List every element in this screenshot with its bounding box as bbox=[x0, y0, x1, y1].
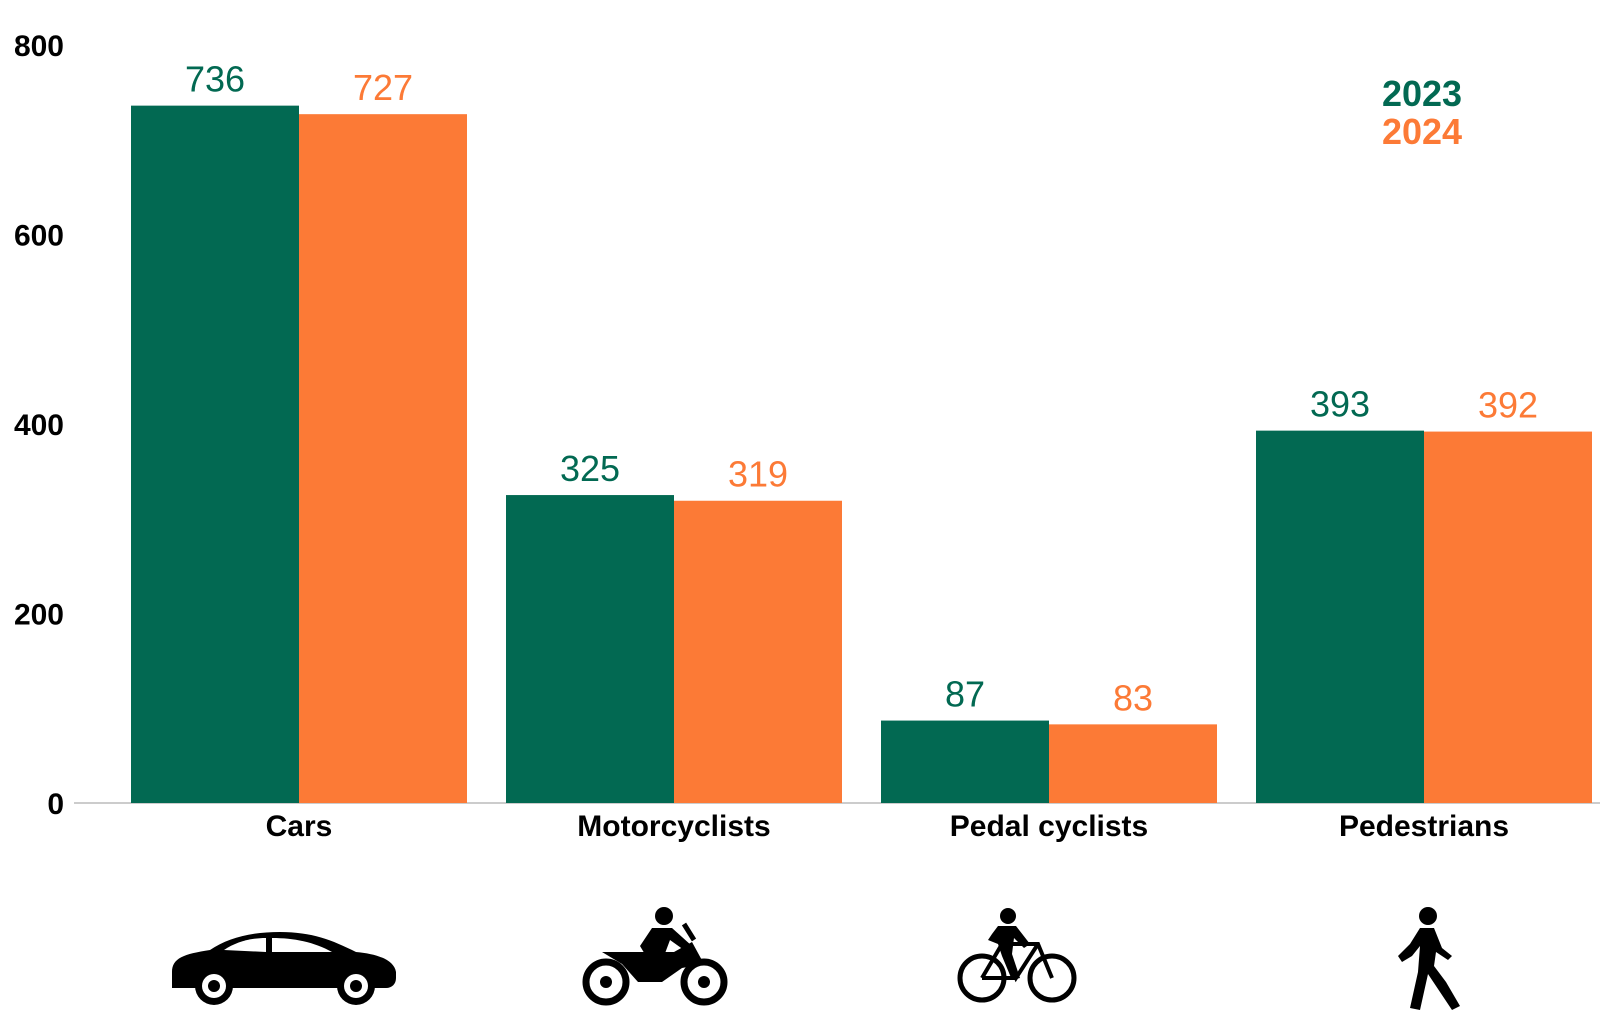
motorcycle-icon bbox=[582, 907, 728, 1006]
data-label-pedestrians-2023: 393 bbox=[1310, 384, 1370, 425]
bars bbox=[131, 105, 1592, 804]
bar-pedestrians-2023 bbox=[1256, 430, 1424, 803]
category-label-motorcyclists: Motorcyclists bbox=[577, 810, 770, 843]
y-tick-label-400: 400 bbox=[14, 409, 64, 442]
data-label-pedal-cyclists-2024: 83 bbox=[1113, 677, 1153, 718]
data-labels: 736 727 325 319 87 83 393 392 bbox=[185, 59, 1538, 719]
y-axis-ticks: 0 200 400 600 800 bbox=[14, 30, 64, 821]
data-label-cars-2024: 727 bbox=[353, 67, 413, 108]
data-label-pedal-cyclists-2023: 87 bbox=[945, 674, 985, 715]
car-icon bbox=[172, 932, 396, 1005]
category-labels: Cars Motorcyclists Pedal cyclists Pedestria… bbox=[266, 810, 1509, 843]
bar-pedal-cyclists-2023 bbox=[881, 720, 1049, 803]
legend-item-2024: 2024 bbox=[1382, 111, 1462, 152]
category-label-cars: Cars bbox=[266, 810, 333, 843]
legend-item-2023: 2023 bbox=[1382, 73, 1462, 114]
bar-pedestrians-2024 bbox=[1424, 431, 1592, 803]
data-label-motorcyclists-2023: 325 bbox=[560, 448, 620, 489]
pedestrian-icon bbox=[1398, 907, 1460, 1010]
y-tick-label-800: 800 bbox=[14, 30, 64, 63]
y-tick-label-600: 600 bbox=[14, 220, 64, 253]
data-label-pedestrians-2024: 392 bbox=[1478, 385, 1538, 426]
bar-cars-2023 bbox=[131, 105, 299, 803]
y-tick-label-0: 0 bbox=[47, 788, 64, 821]
bar-motorcyclists-2024 bbox=[674, 500, 842, 803]
bar-motorcyclists-2023 bbox=[506, 495, 674, 803]
category-label-pedal-cyclists: Pedal cyclists bbox=[950, 810, 1148, 843]
y-tick-label-200: 200 bbox=[14, 599, 64, 632]
category-label-pedestrians: Pedestrians bbox=[1339, 810, 1509, 843]
data-label-cars-2023: 736 bbox=[185, 59, 245, 100]
data-label-motorcyclists-2024: 319 bbox=[728, 454, 788, 495]
bicycle-icon bbox=[957, 908, 1077, 1003]
bar-cars-2024 bbox=[299, 114, 467, 804]
bar-pedal-cyclists-2024 bbox=[1049, 724, 1217, 803]
